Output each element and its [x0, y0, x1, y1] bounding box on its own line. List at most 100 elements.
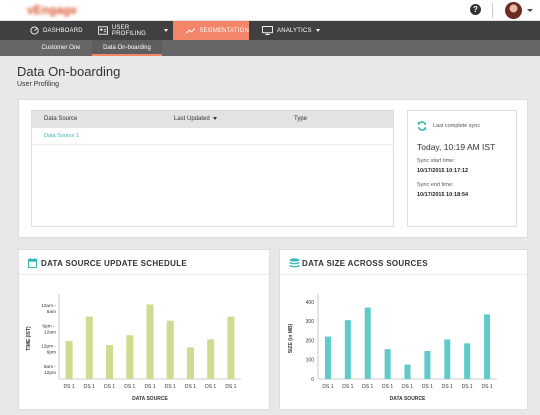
nav-label: SEGMENTATION: [199, 27, 249, 34]
schedule-bar-chart: 12am -6am 6pm - 12am 12pm -6pm 6am -12pm TIM…: [26, 294, 241, 402]
chart-header: DATA SOURCE UPDATE SCHEDULE: [19, 250, 269, 275]
id-card-icon: [98, 26, 108, 35]
bar: [324, 336, 331, 379]
x-axis-label: DATA SOURCE: [132, 396, 168, 402]
bar: [186, 347, 194, 379]
y-tick-label: 6am -12pm: [44, 364, 57, 376]
sub-nav: Customer One Data On-boarding: [0, 40, 540, 56]
nav-dashboard[interactable]: DASHBOARD: [18, 21, 83, 40]
bar: [464, 343, 471, 379]
bar: [364, 307, 371, 379]
bar: [126, 335, 134, 379]
bar: [146, 304, 154, 379]
column-header-data-source[interactable]: Data Source: [44, 116, 78, 122]
page-subtitle: User Profiling: [17, 81, 60, 88]
page-title: Data On-boarding: [17, 64, 121, 79]
sync-start-value: 10/17/2015 10:17:12: [417, 168, 469, 174]
x-tick-label: DS 1: [84, 384, 95, 390]
data-sources-card: Data Source Last Updated Type Data Sourc…: [18, 99, 528, 238]
nav-label: USER PROFILING: [111, 24, 147, 37]
tab-customer-one[interactable]: Customer One: [41, 45, 81, 51]
x-tick-label: DS 1: [225, 384, 236, 390]
y-tick-label: 6pm - 12am: [42, 323, 56, 335]
column-header-last-updated[interactable]: Last Updated: [174, 111, 217, 128]
refresh-icon: [417, 121, 427, 131]
avatar[interactable]: [505, 2, 522, 19]
sync-label: Last complete sync: [433, 123, 481, 129]
bar: [227, 316, 235, 379]
bar: [166, 320, 174, 379]
column-header-label: Last Updated: [174, 116, 210, 122]
y-tick-label: 400: [306, 300, 315, 306]
x-tick-label: DS 1: [382, 384, 393, 390]
chevron-down-icon: [212, 116, 217, 120]
y-tick-label: 0: [311, 377, 314, 383]
nav-label: DASHBOARD: [43, 27, 83, 34]
x-axis-label: DATA SOURCE: [390, 396, 426, 402]
x-tick-label: DS 1: [442, 384, 453, 390]
chart-title: DATA SIZE ACROSS SOURCES: [302, 259, 428, 268]
table-row[interactable]: Data Source 1: [32, 128, 393, 145]
sync-start-label: Sync start time:: [417, 158, 455, 164]
y-axis-label: TIME (IST): [26, 326, 32, 351]
help-icon[interactable]: ?: [470, 4, 481, 15]
tab-data-onboarding[interactable]: Data On-boarding: [92, 40, 162, 56]
x-tick-label: DS 1: [342, 384, 353, 390]
y-tick-label: 12am -6am: [41, 303, 56, 315]
y-tick-label: 100: [306, 358, 315, 364]
sync-end-value: 10/17/2015 10:18:54: [417, 192, 469, 198]
data-source-table: Data Source Last Updated Type Data Sourc…: [31, 110, 394, 227]
y-tick-label: 12pm -6pm: [41, 344, 56, 356]
x-tick-label: DS 1: [481, 384, 492, 390]
x-tick-label: DS 1: [144, 384, 155, 390]
divider: [492, 3, 493, 18]
nav-analytics[interactable]: ANALYTICS: [254, 21, 324, 40]
bar: [444, 339, 451, 379]
x-tick-label: DS 1: [64, 384, 75, 390]
chevron-down-icon: [315, 29, 320, 32]
bar: [344, 320, 351, 379]
x-tick-label: DS 1: [185, 384, 196, 390]
calendar-icon: [28, 258, 37, 268]
bar: [384, 349, 391, 379]
top-bar: vEngage ?: [0, 0, 540, 21]
chevron-down-icon: [164, 29, 168, 32]
data-source-link[interactable]: Data Source 1: [44, 133, 80, 139]
chart-title: DATA SOURCE UPDATE SCHEDULE: [41, 259, 188, 268]
database-stack-icon: [289, 258, 300, 268]
data-size-card: DATA SIZE ACROSS SOURCES 0 100 200 300 400 SI…: [279, 249, 528, 410]
bar: [484, 314, 491, 379]
x-tick-label: DS 1: [362, 384, 373, 390]
y-tick-label: 200: [306, 338, 315, 344]
chart-header: DATA SIZE ACROSS SOURCES: [280, 250, 527, 275]
brand-logo[interactable]: vEngage: [27, 3, 78, 17]
sync-panel: Last complete sync Today, 10:19 AM IST S…: [407, 110, 517, 227]
y-tick-label: 300: [306, 319, 315, 325]
bar: [404, 364, 411, 379]
x-tick-label: DS 1: [124, 384, 135, 390]
nav-user-profiling[interactable]: USER PROFILING: [88, 21, 168, 40]
column-header-type[interactable]: Type: [294, 116, 308, 122]
x-tick-label: DS 1: [322, 384, 333, 390]
x-tick-label: DS 1: [462, 384, 473, 390]
x-tick-label: DS 1: [104, 384, 115, 390]
chevron-down-icon[interactable]: [527, 9, 533, 12]
trend-line-icon: [186, 27, 196, 34]
bar: [106, 344, 114, 379]
sync-end-label: Sync end time:: [417, 182, 454, 188]
size-bar-chart: 0 100 200 300 400 SIZE (in MB) DS 1 DS 1 DS 1 DS …: [288, 294, 497, 402]
table-header: Data Source Last Updated Type: [32, 111, 393, 128]
x-tick-label: DS 1: [422, 384, 433, 390]
speedometer-icon: [30, 26, 39, 35]
x-tick-label: DS 1: [402, 384, 413, 390]
bar: [85, 316, 93, 379]
y-axis-label: SIZE (in MB): [288, 323, 294, 353]
x-tick-label: DS 1: [205, 384, 216, 390]
nav-segmentation[interactable]: SEGMENTATION: [173, 21, 249, 40]
monitor-icon: [262, 26, 273, 35]
x-tick-label: DS 1: [165, 384, 176, 390]
sync-today: Today, 10:19 AM IST: [417, 142, 496, 152]
nav-label: ANALYTICS: [277, 27, 312, 34]
update-schedule-card: DATA SOURCE UPDATE SCHEDULE 12am -6am 6pm…: [18, 249, 270, 410]
bar: [207, 339, 215, 379]
